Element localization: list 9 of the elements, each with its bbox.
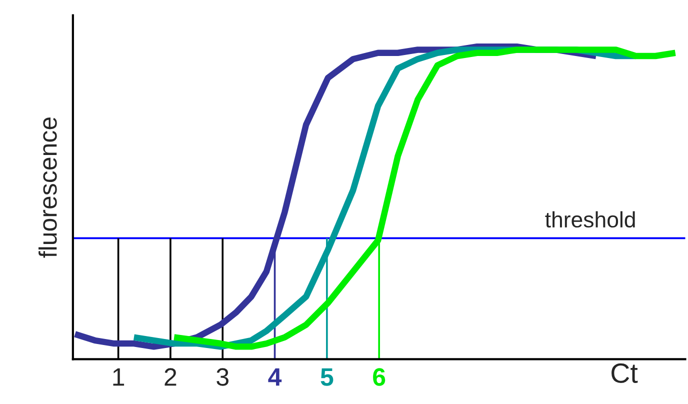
ref-line-label: threshold: [545, 211, 635, 228]
x-axis-title: Ct: [612, 363, 638, 383]
x-tick-label: 5: [320, 368, 334, 386]
x-tick-label: 4: [268, 368, 282, 386]
x-tick-label: 3: [216, 368, 228, 386]
x-tick-label: 6: [373, 368, 386, 386]
y-axis-title: fluorescence: [38, 117, 57, 258]
x-tick-label: 2: [164, 368, 176, 386]
x-tick-label: 1: [113, 368, 124, 386]
